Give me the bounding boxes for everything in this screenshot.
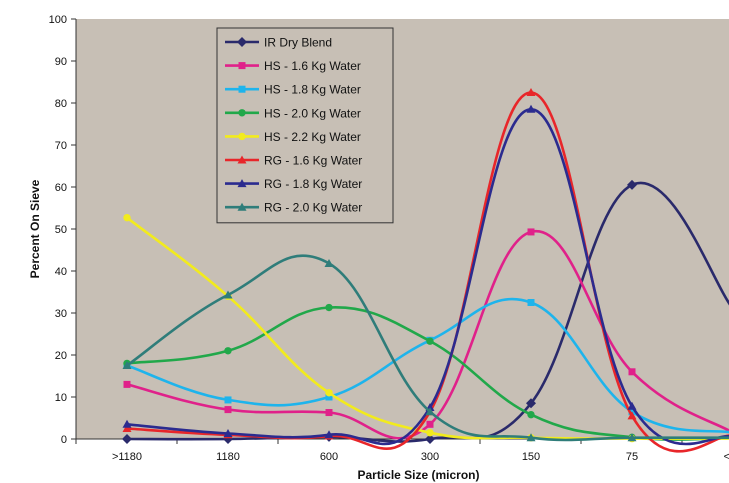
data-point xyxy=(426,429,434,437)
x-tick-label: >1180 xyxy=(112,451,142,463)
series-layer xyxy=(122,88,729,453)
plot-area xyxy=(76,19,729,439)
legend-swatch-marker xyxy=(237,37,247,47)
data-point xyxy=(223,429,233,438)
x-tick-label: 75 xyxy=(626,451,638,463)
x-tick-label: 1180 xyxy=(216,451,240,463)
data-point xyxy=(223,290,233,299)
data-point xyxy=(426,337,434,345)
data-point xyxy=(325,409,333,417)
legend-label: HS - 2.2 Kg Water xyxy=(264,130,361,144)
data-point xyxy=(526,88,536,96)
data-point xyxy=(627,411,637,420)
data-point xyxy=(527,299,535,306)
data-point xyxy=(325,303,333,312)
x-tick-label: <75 xyxy=(724,451,729,463)
legend-swatch-marker xyxy=(238,132,246,141)
y-tick-label: 40 xyxy=(55,266,67,278)
y-axis-ticks: 0 10 20 30 40 50 60 70 80 90 100 xyxy=(49,14,77,446)
legend-label: IR Dry Blend xyxy=(264,36,332,50)
data-point xyxy=(527,228,535,236)
legend-swatch-marker xyxy=(237,202,247,211)
legend-label: HS - 1.6 Kg Water xyxy=(264,59,361,73)
data-point xyxy=(426,420,434,428)
data-point xyxy=(527,410,535,419)
legend-swatch-marker xyxy=(238,85,246,93)
data-point xyxy=(627,401,637,410)
y-tick-label: 50 xyxy=(55,224,67,236)
x-tick-label: 150 xyxy=(522,451,540,463)
data-point xyxy=(122,424,132,432)
data-point xyxy=(123,380,131,388)
x-tick-label: 600 xyxy=(320,451,338,463)
legend-label: RG - 1.8 Kg Water xyxy=(264,177,362,191)
y-tick-label: 90 xyxy=(55,56,67,68)
y-tick-label: 80 xyxy=(55,98,67,110)
data-point xyxy=(627,433,637,442)
data-point xyxy=(224,347,232,355)
y-axis-title: Percent On Sieve xyxy=(28,179,42,278)
x-axis-title: Particle Size (micron) xyxy=(357,468,479,482)
legend: IR Dry Blend HS - 1.6 Kg Water HS - 1.8 Kg… xyxy=(216,27,394,224)
x-tick-label: 300 xyxy=(421,451,439,463)
y-tick-label: 10 xyxy=(55,392,67,404)
y-tick-label: 60 xyxy=(55,182,67,194)
data-point xyxy=(122,419,132,428)
data-point xyxy=(526,433,536,442)
legend-swatch-marker xyxy=(238,109,246,117)
legend-box xyxy=(216,27,394,224)
y-tick-label: 30 xyxy=(55,308,67,320)
data-point xyxy=(325,393,333,401)
data-point xyxy=(122,361,132,369)
y-tick-label: 20 xyxy=(55,350,67,362)
series-group xyxy=(122,254,729,442)
data-point xyxy=(526,104,536,113)
legend-label: HS - 2.0 Kg Water xyxy=(264,106,361,120)
series-group xyxy=(123,228,729,440)
data-point xyxy=(325,389,333,397)
y-tick-label: 0 xyxy=(61,434,67,446)
legend-label: HS - 1.8 Kg Water xyxy=(264,83,361,97)
data-point xyxy=(224,406,232,414)
data-point xyxy=(324,258,334,267)
data-point xyxy=(627,179,637,190)
legend-swatch-marker xyxy=(237,155,247,164)
legend-label: RG - 1.6 Kg Water xyxy=(264,154,362,168)
legend-label: RG - 2.0 Kg Water xyxy=(264,201,362,215)
legend-swatch-marker xyxy=(237,179,247,188)
data-point xyxy=(628,368,636,376)
series-line xyxy=(125,107,729,446)
data-point xyxy=(425,407,435,416)
data-point xyxy=(425,434,435,444)
data-point xyxy=(324,430,334,439)
legend-swatch-marker xyxy=(238,62,246,70)
data-point xyxy=(526,398,536,409)
y-tick-label: 100 xyxy=(49,14,67,26)
data-point xyxy=(122,434,132,444)
data-point xyxy=(123,213,131,222)
y-tick-label: 70 xyxy=(55,140,67,152)
data-point xyxy=(224,396,232,404)
